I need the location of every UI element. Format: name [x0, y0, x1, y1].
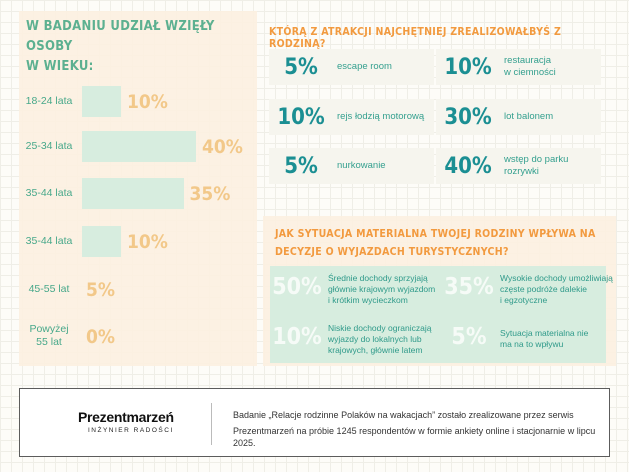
age-category-label: 18-24 lata [22, 95, 76, 108]
label-line: 25-34 lata [25, 139, 73, 152]
label-line: w ciemności [504, 67, 556, 78]
label-line: restauracja [504, 55, 551, 66]
label-line: 45-55 lat [28, 282, 70, 295]
age-title-line2: W WIEKU: [26, 59, 94, 74]
label-line: lot balonem [504, 111, 554, 122]
attraction-label: escape room [337, 61, 392, 73]
material-percent: 5% [451, 324, 487, 350]
label-line: wstęp do parku [504, 154, 569, 165]
label-line: częste podróże dalekie [500, 283, 587, 294]
attraction-card [436, 99, 601, 135]
material-box [270, 266, 606, 363]
material-title-line1: JAK SYTUACJA MATERIALNA TWOJEJ RODZINY W… [275, 228, 596, 240]
label-line: głównie krajowym wyjazdom [328, 283, 436, 294]
attraction-card [269, 49, 434, 85]
label-line: i krótkim wycieczkom [328, 294, 408, 305]
label-line: rejs łodzią motorową [337, 111, 425, 122]
age-bar [82, 131, 196, 162]
age-value-label: 10% [127, 231, 168, 253]
footer-divider [211, 403, 212, 445]
age-category-label: 45-55 lat [22, 283, 76, 296]
attraction-percent: 5% [284, 154, 318, 179]
label-line: 35-44 lata [25, 234, 73, 247]
material-label: Średnie dochody sprzyjają głównie krajowy… [328, 273, 435, 306]
age-bar [82, 178, 184, 209]
label-line: escape room [337, 61, 392, 72]
attraction-label: wstęp do parku rozrywki [504, 154, 568, 178]
attraction-percent: 10% [277, 105, 325, 130]
label-line: ma na to wpływu [500, 339, 564, 349]
label-line: 55 lat [36, 336, 62, 348]
material-percent: 50% [272, 274, 322, 300]
label-line: Powyżej [29, 323, 69, 335]
attraction-label: nurkowanie [337, 160, 386, 172]
age-title-line1: W BADANIU UDZIAŁ WZIĘŁY OSOBY [26, 19, 215, 54]
brand-logo: Prezentmarzeń [78, 409, 174, 425]
label-line: wyjazdy do lokalnych lub [328, 333, 422, 344]
footer-line-1: Badanie „Relacje rodzinne Polaków na wak… [233, 410, 574, 420]
material-title-line2: DECYZJE O WYJAZDACH TURYSTYCZNYCH? [275, 246, 509, 258]
label-line: Sytuacja materialna nie [500, 328, 589, 338]
label-line: Średnie dochody sprzyjają [328, 272, 428, 283]
material-percent: 35% [444, 274, 494, 300]
attraction-card [269, 148, 434, 184]
material-label: Sytuacja materialna nie ma na to wpływu [500, 328, 588, 350]
attraction-label: restauracja w ciemności [504, 55, 556, 79]
label-line: i egzotyczne [500, 294, 548, 305]
attraction-percent: 5% [284, 55, 318, 80]
footer: Prezentmarzeń INŻYNIER RADOŚCI Badanie „… [19, 388, 610, 457]
attractions-title: KTÓRĄ Z ATRAKCJI NAJCHĘTNIEJ ZREALIZOWAŁ… [269, 26, 562, 50]
material-label: Niskie dochody ograniczają wyjazdy do lok… [328, 323, 431, 356]
age-category-label: 25-34 lata [22, 140, 76, 153]
label-line: 18-24 lata [25, 94, 73, 107]
attraction-label: rejs łodzią motorową [337, 111, 424, 123]
label-line: rozrywki [504, 166, 539, 177]
age-bar [82, 226, 121, 257]
label-line: 35-44 lata [25, 186, 73, 199]
label-line: Wysokie dochody umożliwiają [500, 272, 613, 283]
age-value-label: 0% [86, 326, 116, 348]
age-chart-title: W BADANIU UDZIAŁ WZIĘŁY OSOBY W WIEKU: [26, 17, 256, 77]
age-category-label: 35-44 lata [22, 235, 76, 248]
label-line: nurkowanie [337, 160, 386, 171]
label-line: krajowych, głównie latem [328, 344, 423, 355]
attraction-percent: 30% [444, 105, 492, 130]
age-category-label: 35-44 lata [22, 187, 76, 200]
attraction-card [436, 148, 601, 184]
material-percent: 10% [272, 324, 322, 350]
age-value-label: 5% [86, 279, 116, 301]
brand-tagline: INŻYNIER RADOŚCI [88, 427, 174, 434]
attraction-card [269, 99, 434, 135]
attraction-percent: 10% [444, 55, 492, 80]
material-title: JAK SYTUACJA MATERIALNA TWOJEJ RODZINY W… [275, 225, 605, 261]
age-value-label: 40% [202, 136, 243, 158]
attraction-card [436, 49, 601, 85]
attraction-label: lot balonem [504, 111, 553, 123]
age-bar [82, 86, 121, 117]
age-value-label: 10% [127, 91, 168, 113]
attraction-percent: 40% [444, 154, 492, 179]
age-category-label: Powyżej 55 lat [22, 323, 76, 349]
material-label: Wysokie dochody umożliwiają częste podróż… [500, 273, 613, 306]
footer-line-2: Prezentmarzeń na próbie 1245 respondentó… [233, 426, 596, 448]
age-value-label: 35% [189, 183, 231, 205]
label-line: Niskie dochody ograniczają [328, 322, 432, 333]
